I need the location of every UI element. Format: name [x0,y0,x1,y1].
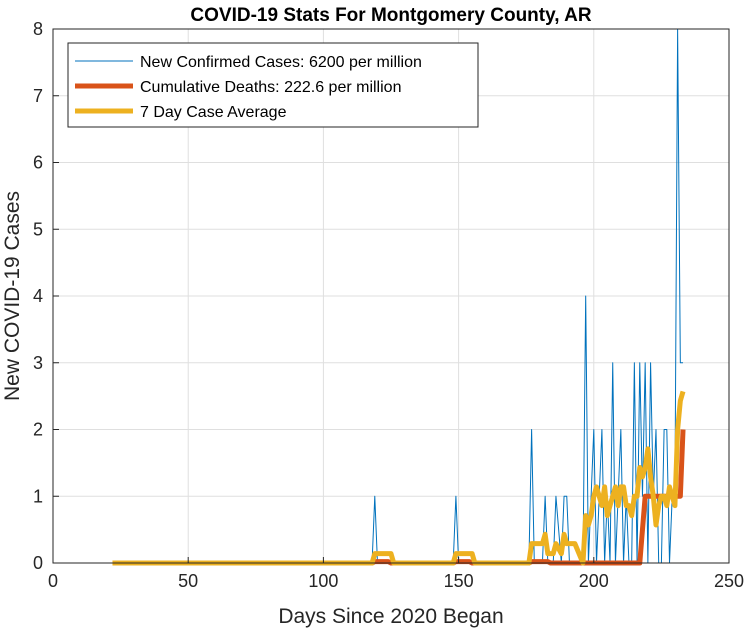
x-tick-label: 0 [48,571,58,591]
y-tick-label: 2 [33,420,43,440]
x-tick-label: 150 [444,571,474,591]
y-tick-label: 6 [33,153,43,173]
legend-label-7-day-average: 7 Day Case Average [140,104,287,121]
chart-title: COVID-19 Stats For Montgomery County, AR [190,5,591,26]
y-tick-label: 1 [33,486,43,506]
y-tick-label: 8 [33,19,43,39]
x-tick-label: 50 [178,571,198,591]
y-axis-label: New COVID-19 Cases [1,191,24,401]
y-tick-label: 7 [33,86,43,106]
x-axis-label: Days Since 2020 Began [278,605,503,628]
x-tick-label: 100 [308,571,338,591]
x-tick-label: 250 [714,571,744,591]
legend-label-new-cases: New Confirmed Cases: 6200 per million [140,54,422,71]
legend-label-cumulative-deaths: Cumulative Deaths: 222.6 per million [140,79,401,96]
y-tick-label: 5 [33,219,43,239]
y-tick-label: 3 [33,353,43,373]
legend: New Confirmed Cases: 6200 per million Cu… [67,42,479,128]
y-tick-label: 4 [33,286,43,306]
legend-box [67,42,479,128]
ticks: 0 50 100 150 200 250 0 1 2 3 4 5 6 7 8 [33,19,744,591]
y-tick-label: 0 [33,553,43,573]
x-tick-label: 200 [579,571,609,591]
